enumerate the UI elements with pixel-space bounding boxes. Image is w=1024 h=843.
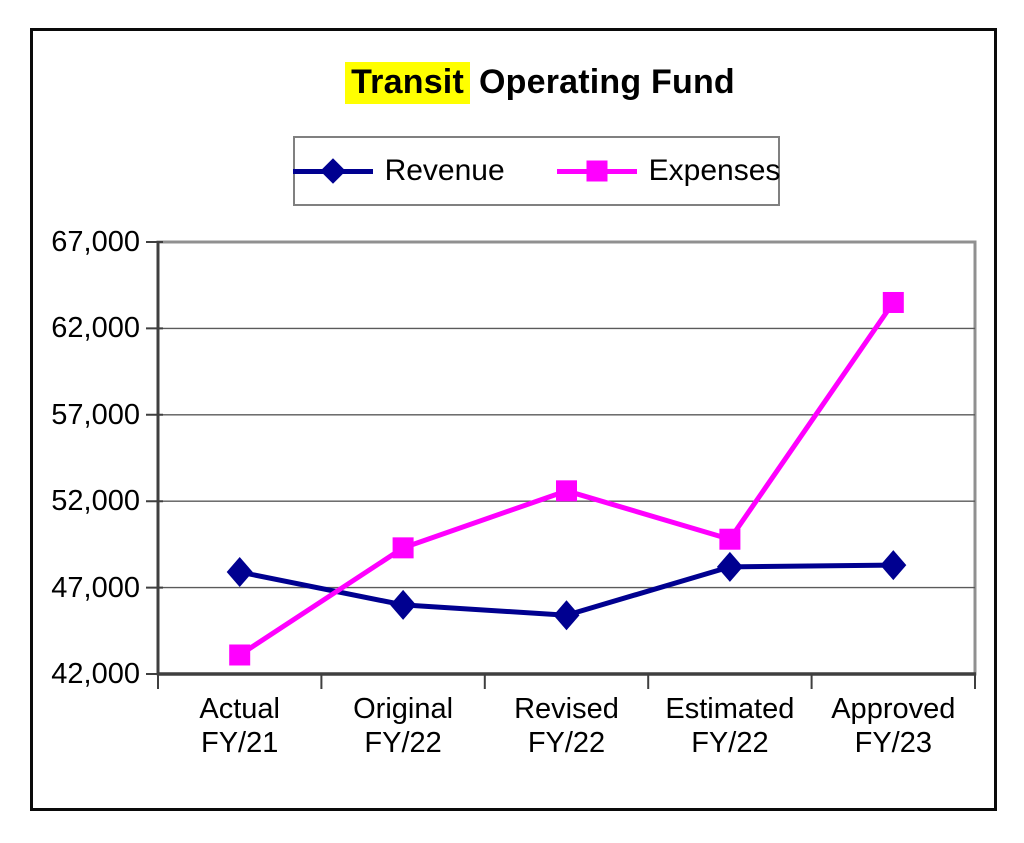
x-category-label: Approved FY/23 [831,693,956,759]
y-tick-label: 67,000 [51,226,140,258]
revenue-data-point-marker [716,551,743,582]
y-tick-label: 47,000 [51,571,140,604]
revenue-legend-sample [292,155,373,187]
expenses-data-point-marker [719,528,741,550]
x-category-label: Original FY/22 [353,693,454,759]
expenses-data-point-marker [882,291,904,313]
expenses-legend-sample [556,155,637,187]
expenses-data-point-marker [392,537,414,559]
x-category-label: Estimated FY/22 [665,693,795,759]
revenue-data-point-marker [553,600,580,631]
revenue-data-point-marker [880,550,907,581]
x-category-label: Actual FY/21 [199,693,280,759]
legend-item-expenses: Expenses [556,154,781,187]
expenses-square-marker-icon [586,160,608,182]
revenue-data-point-marker [226,557,253,588]
revenue-data-point-marker [390,589,417,620]
legend-box: Revenue Expenses [292,136,781,206]
chart-title: Transit Operating Fund [56,57,1024,109]
expenses-data-point-marker [556,480,577,502]
y-tick-label: 62,000 [51,312,140,345]
x-category-label: Revised FY/22 [514,693,619,759]
legend-label-revenue: Revenue [384,154,505,187]
legend-label-expenses: Expenses [648,154,781,187]
legend-item-revenue: Revenue [292,154,505,187]
expenses-data-point-marker [229,644,251,666]
chart-title-highlighted-word: Transit [345,62,470,104]
chart-title-rest: Operating Fund [478,63,735,101]
y-tick-label: 57,000 [51,398,140,431]
y-tick-label: 52,000 [51,485,140,518]
y-tick-label: 42,000 [51,658,140,690]
